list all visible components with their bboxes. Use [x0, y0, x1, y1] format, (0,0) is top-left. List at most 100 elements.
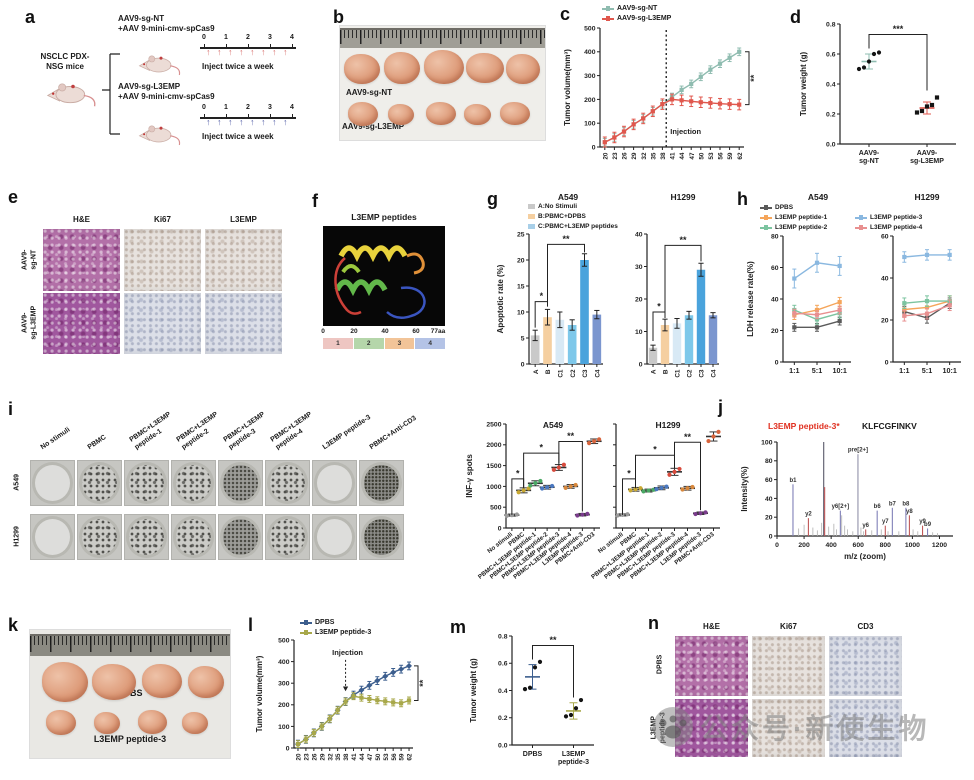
h-legend-left: DPBS L3EMP peptide-1 L3EMP peptide-2 — [760, 203, 827, 233]
x-tick-label: C4 — [594, 369, 601, 378]
tumor — [424, 50, 464, 84]
y-tick-label: 500 — [584, 25, 596, 32]
data-point — [914, 110, 920, 115]
chart-tumor-weight-peptide: 0.0 0.2 0.4 0.6 0.8 Tumor weight (g) DPBS L3EMP… — [469, 633, 594, 766]
x-tick-label: 44 — [359, 753, 366, 761]
panel-label-b: b — [333, 7, 344, 27]
elispot-well-photo — [124, 514, 169, 560]
panel-label-h: h — [737, 189, 748, 209]
data-point — [522, 687, 528, 692]
sig-bracket — [664, 244, 702, 317]
data-point — [597, 437, 602, 442]
x-tick-label: 56 — [391, 753, 398, 761]
legend-marker — [760, 215, 772, 220]
y-tick-label: 30 — [635, 264, 643, 271]
bar — [530, 335, 540, 364]
data-point — [638, 486, 643, 491]
x-tick-label: C1 — [675, 369, 682, 378]
tumor — [182, 712, 208, 734]
x-tick-label: 35 — [335, 753, 342, 761]
arm2-vector: +AAV 9-mini-cmv-spCas9 — [118, 92, 215, 101]
h2-title: H1299 — [914, 192, 940, 202]
panel-label-k: k — [8, 615, 19, 635]
data-point — [837, 307, 842, 313]
y-tick-label: 0 — [775, 359, 779, 366]
i-row-label: A549 — [13, 474, 21, 491]
y-tick-label: 0.4 — [826, 81, 836, 88]
histology-image — [205, 229, 282, 291]
y-tick-label: 60 — [771, 265, 779, 272]
x-tick-label: 26 — [622, 152, 629, 160]
data-point — [902, 254, 907, 260]
data-point — [592, 439, 597, 444]
x-tick-label: 29 — [319, 753, 326, 761]
tumor — [466, 53, 504, 83]
g-legend: A:No Stimuli B:PBMC+DPBS C:PBMC+L3EMP pe… — [528, 202, 618, 232]
injection-label: Injection — [332, 648, 363, 657]
y-tick-label: 0.6 — [498, 661, 508, 668]
timeline-tick — [292, 44, 293, 49]
y-tick-label: 100 — [761, 439, 773, 446]
e-col-header: H&E — [73, 215, 90, 224]
bar — [696, 269, 706, 364]
data-point — [516, 490, 521, 495]
data-point — [698, 511, 703, 516]
y-tick-label: 25 — [517, 231, 525, 238]
panel-label-i: i — [8, 399, 14, 419]
x-tick-label: 38 — [660, 152, 667, 160]
data-point — [575, 513, 580, 518]
panel-label-a: a — [25, 7, 36, 27]
data-point — [792, 325, 797, 330]
well-circle — [267, 462, 308, 504]
y-tick-label: 10 — [517, 309, 525, 316]
tumor — [348, 102, 378, 126]
elispot-well-photo — [312, 514, 357, 560]
x-tick-label: 59 — [727, 152, 734, 160]
well-circle — [173, 516, 214, 558]
x-axis-label: m/z (zoom) — [844, 552, 886, 561]
data-point — [679, 87, 684, 92]
data-point — [399, 701, 404, 706]
h1-title: A549 — [807, 192, 829, 202]
c-legend: AAV9-sg-NT AAV9-sg-L3EMP — [602, 4, 671, 24]
panel-label-f: f — [312, 191, 318, 211]
f-scale-tick: 40 — [381, 328, 389, 335]
data-point — [391, 700, 396, 705]
data-point — [528, 483, 533, 488]
tumor — [506, 54, 540, 84]
data-point — [711, 434, 716, 439]
y-axis-label: Intensity(%) — [740, 466, 749, 512]
elispot-well-photo — [77, 460, 122, 506]
y-tick-label: 20 — [635, 296, 643, 303]
data-point — [587, 441, 592, 446]
b-row2-label: AAV9-sg-L3EMP — [342, 122, 405, 131]
tumor — [188, 666, 224, 698]
data-point — [625, 512, 630, 517]
data-point — [327, 716, 332, 721]
timeline-arm2: 0 1 2 3 4 ↑ ↑ ↑ ↑ ↑ ↑ ↑ ↑ — [200, 104, 296, 134]
inject-arrow-icon: ↑ — [206, 117, 211, 127]
elispot-well-photo — [218, 460, 263, 506]
legend-swatch — [528, 224, 535, 229]
data-point — [563, 485, 568, 490]
x-tick-label: 32 — [641, 152, 648, 160]
x-tick-label: AAV9-sg-L3EMP — [910, 150, 944, 165]
elispot-well-photo — [171, 514, 216, 560]
tumor — [464, 104, 491, 125]
y-tick-label: 100 — [278, 724, 290, 731]
x-tick-label: 5:1 — [812, 366, 822, 375]
chart-tumor-volume-peptide: 0 100 200 300 400 500 Tumor volume(mm³) 20 23 26 2… — [255, 637, 428, 761]
ruler — [30, 634, 230, 656]
panel-label-c: c — [560, 4, 571, 24]
y-tick-label: 0 — [885, 359, 889, 366]
y-tick-label: 300 — [278, 681, 290, 688]
protein-structure-image — [323, 226, 445, 326]
y-axis-label: Tumor volume(mm³) — [255, 655, 264, 732]
data-point — [902, 301, 907, 306]
tumor — [138, 710, 167, 734]
x-tick-label: 23 — [612, 152, 619, 160]
data-point — [929, 102, 935, 108]
mouse-icon — [138, 125, 181, 146]
peptide-segment: 4 — [415, 338, 445, 349]
